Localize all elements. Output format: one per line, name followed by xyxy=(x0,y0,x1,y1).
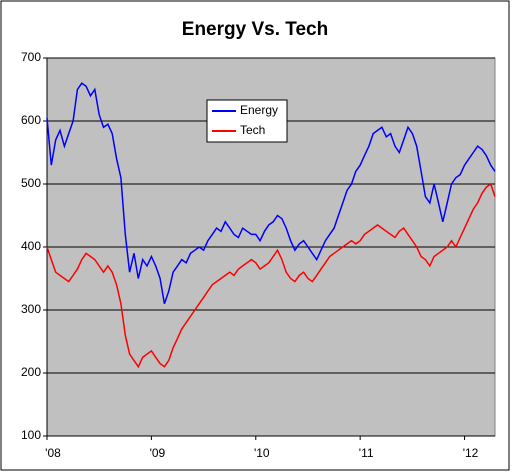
chart-title: Energy Vs. Tech xyxy=(182,19,328,40)
legend-label: Energy xyxy=(240,103,278,117)
x-tick-label: '12 xyxy=(463,446,479,460)
y-tick-label: 700 xyxy=(21,50,41,64)
x-tick-label: '08 xyxy=(45,446,61,460)
legend-box xyxy=(206,99,288,143)
y-tick-label: 600 xyxy=(21,113,41,127)
x-tick-label: '09 xyxy=(150,446,166,460)
y-tick-label: 500 xyxy=(21,176,41,190)
series-line xyxy=(46,182,496,369)
y-tick-label: 200 xyxy=(21,365,41,379)
y-tick-label: 300 xyxy=(21,302,41,316)
series-line xyxy=(46,82,496,304)
x-tick-label: '11 xyxy=(359,446,374,460)
y-tick-label: 400 xyxy=(21,239,41,253)
x-tick-label: '10 xyxy=(254,446,270,460)
y-tick-label: 100 xyxy=(21,428,41,442)
legend-label: Tech xyxy=(240,123,265,137)
